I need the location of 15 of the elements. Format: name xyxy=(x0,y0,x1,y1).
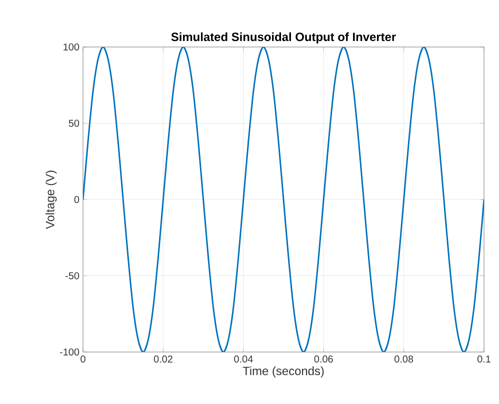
chart-title: Simulated Sinusoidal Output of Inverter xyxy=(171,32,396,44)
line-series xyxy=(83,46,484,352)
y-tick-label: 100 xyxy=(64,43,80,51)
x-tick-label: 0.04 xyxy=(234,356,253,363)
y-tick-label: -50 xyxy=(66,272,80,280)
x-tick-label: 0.02 xyxy=(154,356,172,363)
y-tick-label: 0 xyxy=(74,196,80,204)
x-tick-label: 0.1 xyxy=(477,356,490,363)
y-tick-label: 50 xyxy=(68,120,80,127)
y-tick-label: -100 xyxy=(60,348,80,356)
x-axis-title: Time (seconds) xyxy=(242,366,324,378)
y-axis-title: Voltage (V) xyxy=(46,170,57,230)
x-tick-label: 0.08 xyxy=(394,356,414,363)
x-tick-label: 0 xyxy=(80,356,86,363)
x-tick-label: 0.06 xyxy=(314,356,333,363)
